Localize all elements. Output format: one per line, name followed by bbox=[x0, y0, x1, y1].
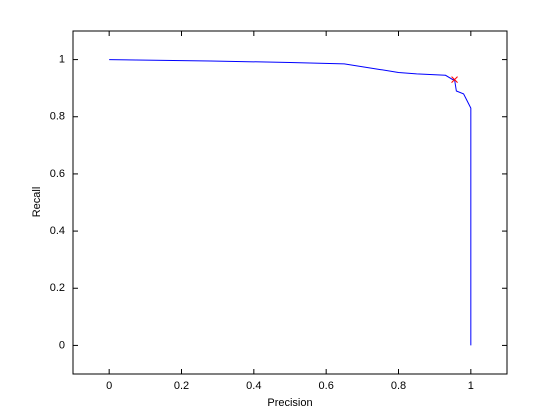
y-tick-label: 0.6 bbox=[50, 168, 65, 180]
y-tick-label: 0.2 bbox=[50, 282, 65, 294]
data-line bbox=[109, 59, 472, 346]
x-tick-label: 0.6 bbox=[319, 380, 334, 392]
x-tick-label: 0.8 bbox=[391, 380, 406, 392]
x-axis-label: Precision bbox=[267, 397, 312, 409]
x-tick-label: 1 bbox=[468, 380, 474, 392]
y-axis-label: Recall bbox=[31, 187, 43, 218]
point-marker bbox=[451, 76, 458, 83]
y-tick-label: 0.8 bbox=[50, 111, 65, 123]
axes-box bbox=[72, 30, 508, 375]
y-tick-label: 1 bbox=[59, 53, 65, 65]
x-tick-label: 0.2 bbox=[174, 380, 189, 392]
y-tick-label: 0 bbox=[59, 339, 65, 351]
y-tick-label: 0.4 bbox=[50, 225, 65, 237]
x-tick-label: 0.4 bbox=[246, 380, 261, 392]
x-tick-label: 0 bbox=[106, 380, 112, 392]
